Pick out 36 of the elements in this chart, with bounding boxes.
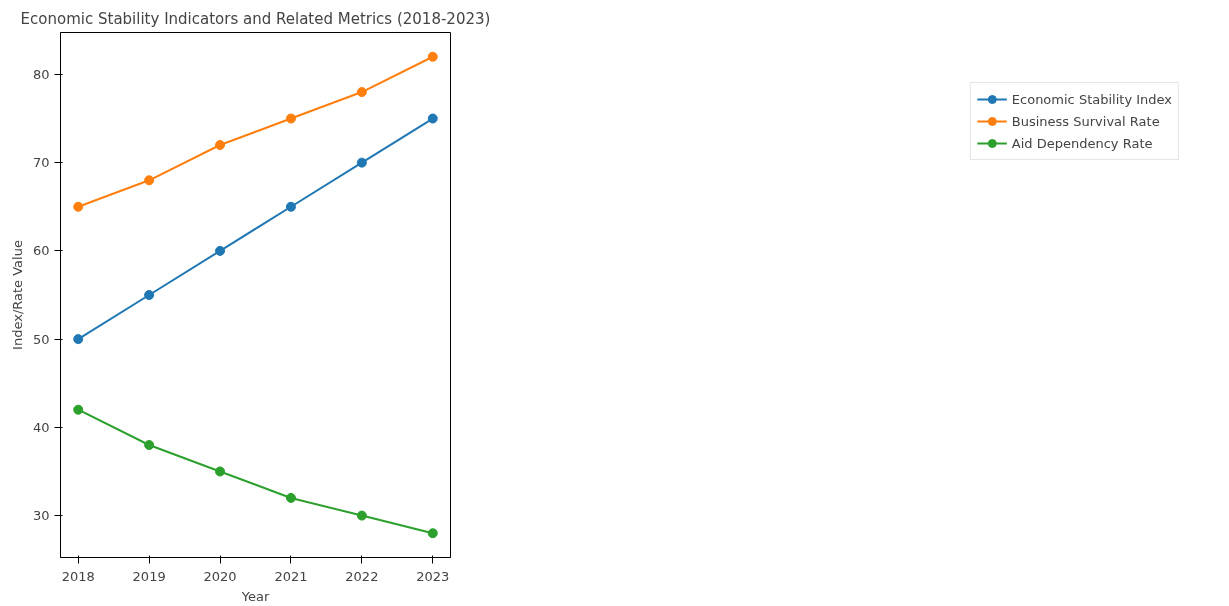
point	[73, 404, 84, 415]
point	[427, 51, 438, 62]
point	[427, 528, 438, 539]
point	[356, 157, 367, 168]
legend-label: Economic Stability Index	[1011, 91, 1172, 107]
point	[285, 492, 296, 503]
x-tick-label: 2023	[416, 568, 450, 584]
point	[215, 140, 226, 150]
x-tick-label: 2019	[132, 568, 166, 584]
point	[73, 201, 84, 212]
legend-label: Business Survival Rate	[1011, 113, 1160, 129]
x-tick-label: 2021	[274, 568, 308, 584]
y-tick-label: 30	[32, 508, 50, 524]
point	[144, 175, 155, 186]
chart-title: Economic Stability Indicators and Related Metrics (2018-2023)	[20, 9, 491, 28]
y-tick-label: 70	[32, 155, 50, 171]
point	[356, 510, 367, 521]
x-tick-label: 2020	[203, 568, 237, 584]
y-tick-label: 50	[32, 331, 50, 347]
point	[427, 113, 438, 124]
point	[356, 87, 367, 98]
point	[215, 245, 226, 256]
point	[144, 440, 155, 450]
y-axis-title: Index/Rate Value	[9, 240, 25, 350]
point	[73, 334, 84, 345]
y-tick-label: 80	[32, 66, 50, 82]
x-tick-label: 2018	[61, 568, 95, 584]
y-tick-label: 60	[32, 243, 50, 259]
point	[285, 113, 296, 124]
x-tick-label: 2022	[345, 568, 379, 584]
point	[285, 201, 296, 212]
point	[144, 290, 155, 300]
y-tick-label: 40	[32, 419, 50, 435]
point	[215, 466, 226, 477]
x-axis-title: Year	[240, 588, 270, 604]
legend-label: Aid Dependency Rate	[1011, 135, 1153, 151]
